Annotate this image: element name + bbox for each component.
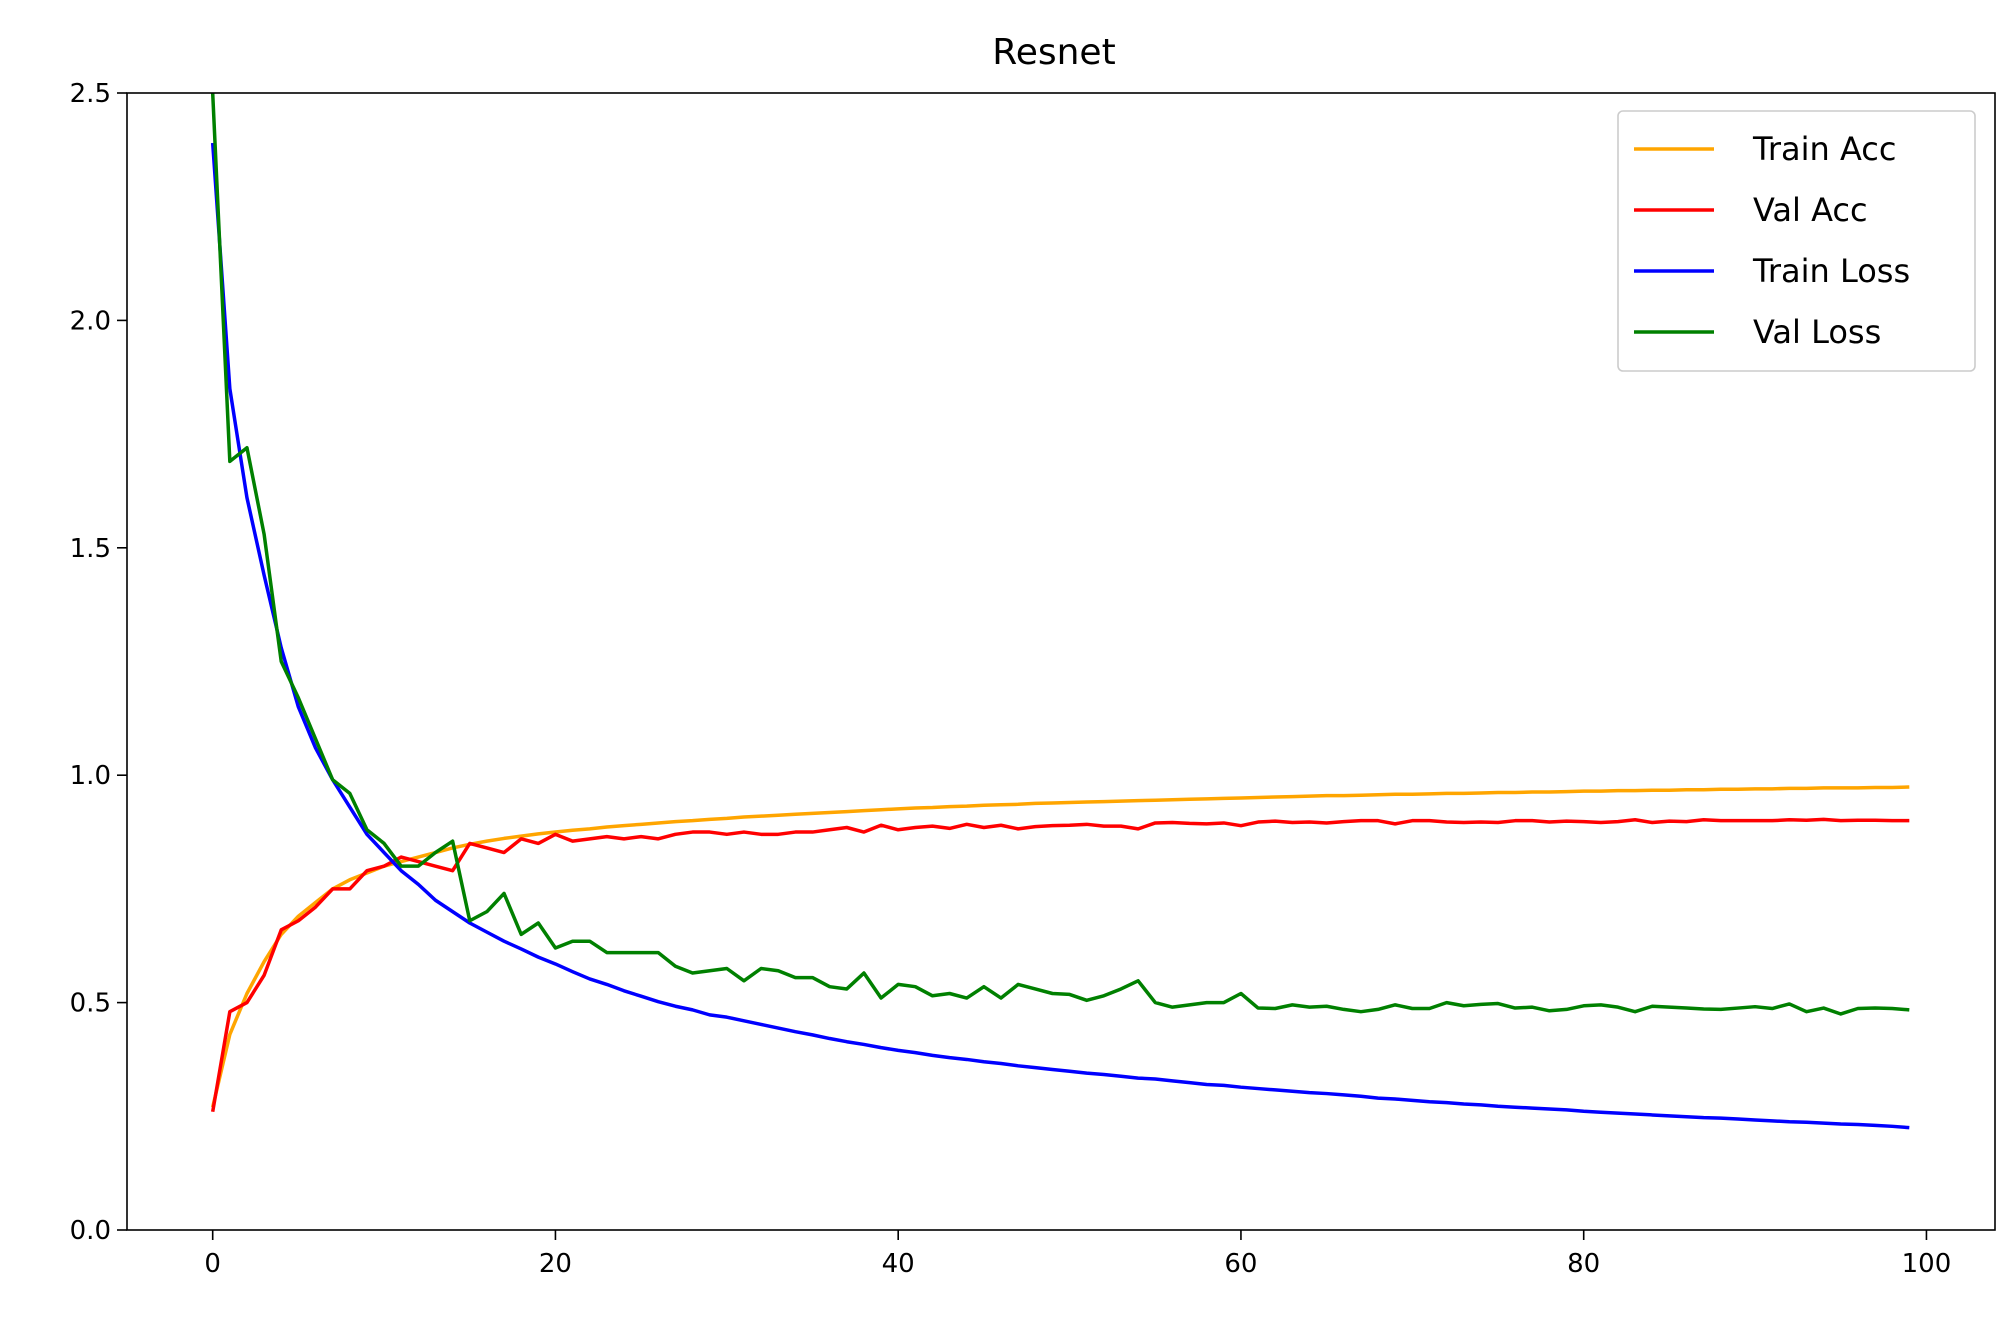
legend-label-train-loss: Train Loss [1752, 252, 1910, 290]
x-tick-label: 20 [539, 1249, 572, 1279]
legend: Train Acc Val Acc Train Loss Val Loss [1617, 110, 1976, 372]
y-tick-label: 1.0 [70, 761, 111, 791]
y-tick-label: 0.5 [70, 989, 111, 1019]
series-layer [210, 93, 1910, 1130]
legend-label-val-loss: Val Loss [1753, 313, 1881, 351]
x-tick-label: 0 [204, 1249, 221, 1279]
legend-box [1617, 110, 1976, 372]
plot-frame [126, 92, 1996, 1231]
series-line-val-loss [210, 93, 1910, 1016]
y-tick-label: 0.0 [70, 1216, 111, 1246]
x-tick-label: 80 [1567, 1249, 1600, 1279]
legend-label-val-acc: Val Acc [1753, 191, 1868, 229]
x-tick-label: 100 [1902, 1249, 1952, 1279]
y-tick-label: 2.0 [70, 306, 111, 336]
chart-title: Resnet [992, 32, 1115, 73]
y-tick-label: 1.5 [70, 534, 111, 564]
x-tick-label: 60 [1224, 1249, 1257, 1279]
x-tick-label: 40 [882, 1249, 915, 1279]
y-axis: 0.0 0.5 1.0 1.5 2.0 2.5 [70, 79, 127, 1246]
series-line-val-acc [210, 817, 1910, 1113]
series-line-train-loss [210, 142, 1910, 1130]
legend-label-train-acc: Train Acc [1752, 130, 1896, 168]
x-axis: 0 20 40 60 80 100 [204, 1230, 1951, 1279]
series-line-train-acc [210, 785, 1910, 1108]
y-tick-label: 2.5 [70, 79, 111, 109]
